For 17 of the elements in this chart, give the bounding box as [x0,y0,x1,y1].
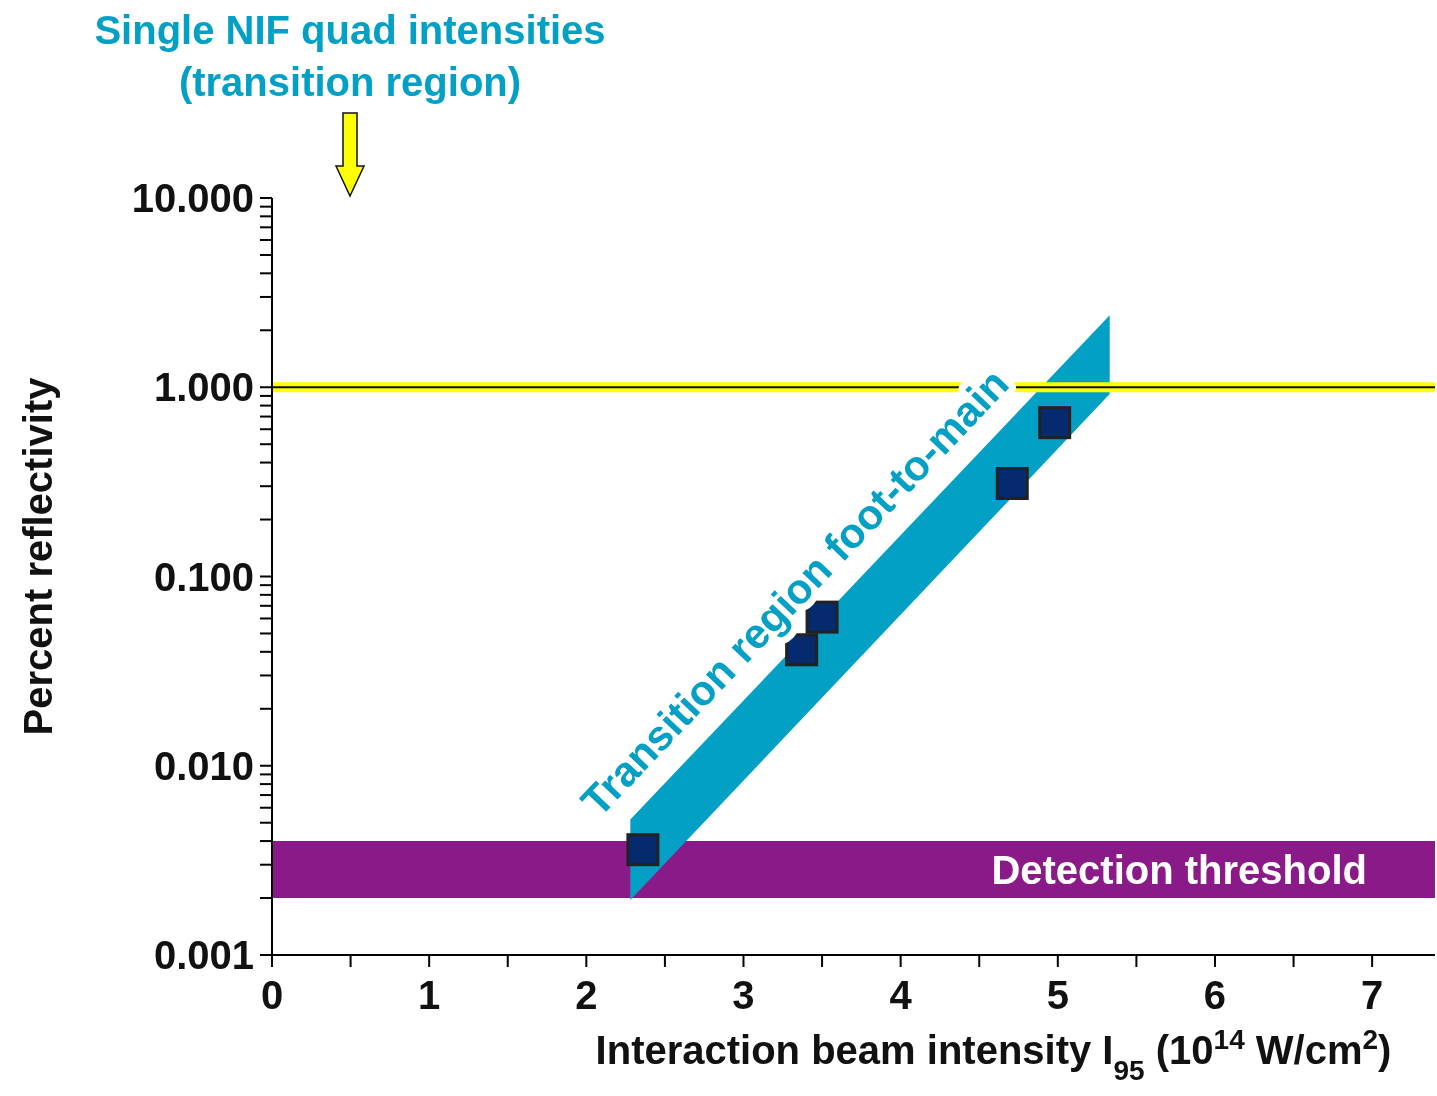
x-tick-label: 0 [260,973,284,1017]
x-tick-label: 1 [418,973,441,1017]
x-axis-title: Interaction beam intensity I$_{95}$ (10$^{14}$ W/cm$^{2}$) [595,1023,1392,1086]
y-tick-label: 0.100 [153,554,254,599]
x-tick-label: 7 [1361,973,1384,1017]
y-tick-label: 0.010 [153,743,254,788]
x-tick-label: 4 [889,973,913,1017]
x-tick-label: 6 [1203,973,1227,1017]
y-tick-label: 0.001 [153,933,254,977]
y-axis-title: Percent reflectivity [16,376,60,736]
y-tick-label: 10.000 [131,176,254,220]
x-tick-label: 3 [732,973,755,1017]
x-tick-label: 5 [1046,973,1069,1017]
text: Single NIF quad intensities (transition region) [94,8,606,104]
band-label: Detection threshold [991,847,1367,892]
x-tick-label: 2 [575,973,598,1017]
y-tick-label: 1.000 [153,365,254,410]
